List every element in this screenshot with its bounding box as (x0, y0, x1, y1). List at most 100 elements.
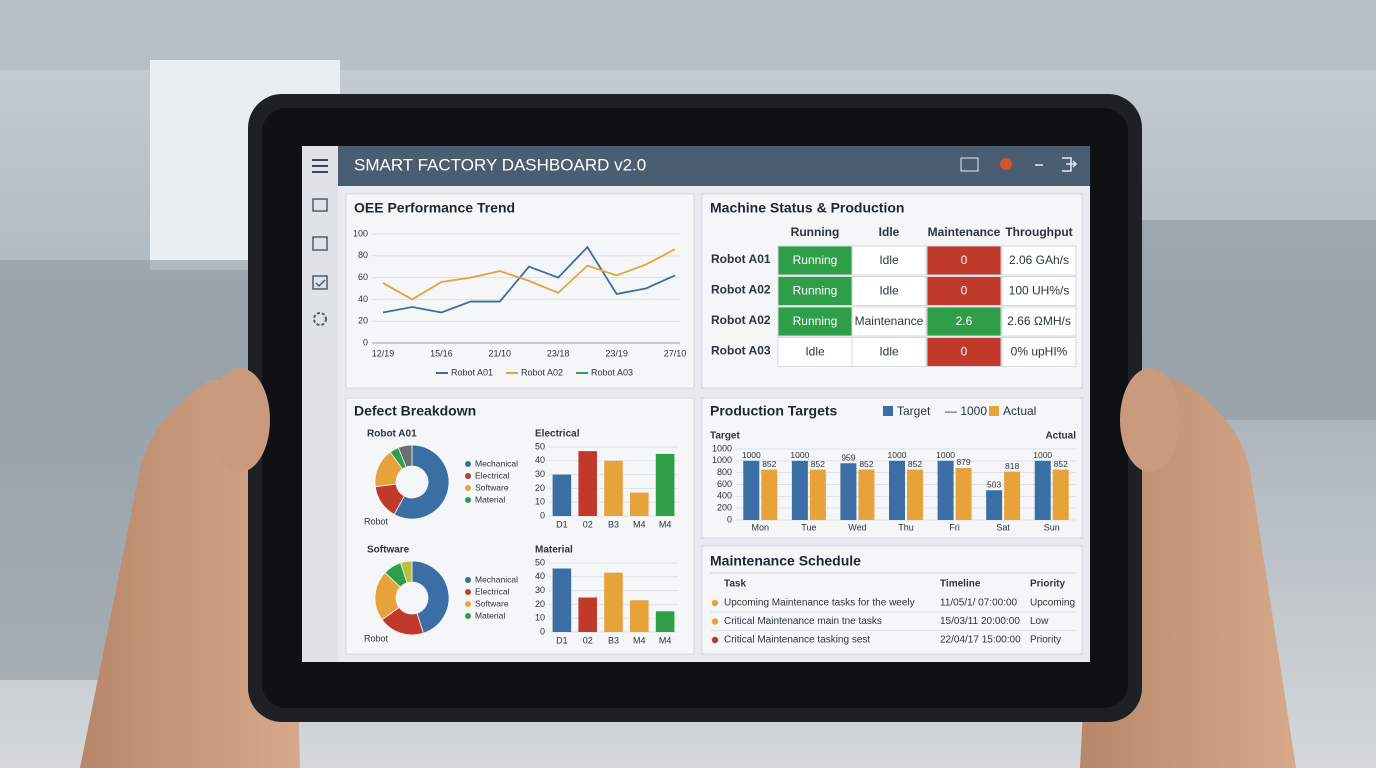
bar (809, 469, 826, 520)
legend-label: Actual (1003, 404, 1036, 418)
y-tick-label: 40 (535, 571, 545, 581)
x-tick-label: M4 (659, 635, 672, 645)
cell-text: 0 (961, 253, 968, 267)
cell-text: Idle (879, 345, 899, 359)
y-tick-label: 50 (535, 557, 545, 567)
value-label: 1000 (790, 450, 809, 460)
y-tick-label: 60 (358, 272, 368, 282)
nav-icon[interactable] (312, 198, 328, 212)
y-tick-label: 40 (358, 294, 368, 304)
status-cell (1001, 276, 1077, 306)
x-tick-label: 15/16 (430, 348, 453, 358)
line-series (382, 248, 676, 301)
chart-title: Software (367, 545, 410, 556)
value-label: 503 (987, 479, 1001, 489)
status-cell (851, 276, 927, 306)
panel-title: Maintenance Schedule (710, 553, 861, 569)
x-tick-label: 23/19 (605, 348, 628, 358)
legend-swatch (465, 497, 471, 503)
row-label: Robot A03 (711, 344, 771, 358)
value-label: 818 (1005, 461, 1019, 471)
task: Critical Maintenance main tne tasks (724, 616, 882, 627)
x-tick-label: Wed (848, 522, 866, 532)
logout-icon[interactable] (1062, 157, 1078, 172)
status-cell (777, 337, 853, 367)
x-tick-label: Sat (996, 522, 1010, 532)
status-icon[interactable] (1000, 158, 1012, 170)
column-header: Running (791, 225, 840, 239)
bar (858, 469, 875, 520)
priority-dot (711, 599, 719, 607)
status-cell (777, 245, 853, 276)
x-tick-label: Sun (1044, 522, 1060, 532)
status-cell (926, 306, 1002, 337)
status-cell (1001, 337, 1077, 367)
x-tick-label: M4 (659, 519, 672, 529)
status-cell (851, 245, 927, 276)
timeline: 11/05/1/ 07:00:00 (940, 598, 1018, 609)
x-tick-label: Thu (898, 522, 914, 532)
nav-icon[interactable] (313, 312, 327, 326)
row-label: Robot A01 (711, 252, 771, 266)
right-thumb (1120, 368, 1180, 472)
chart-title: Electrical (535, 429, 580, 440)
cell-text: 0 (961, 345, 968, 359)
x-tick-label: 12/19 (372, 348, 395, 358)
menu-icon (312, 159, 328, 173)
nav-icon[interactable] (312, 275, 328, 290)
value-label: 959 (841, 453, 855, 463)
column-header: Task (724, 579, 746, 590)
panel-title: Defect Breakdown (354, 403, 476, 419)
legend-label: Material (475, 610, 505, 620)
axis-label: Target (710, 431, 740, 442)
row-label: Robot A02 (711, 313, 771, 327)
y-tick-label: 0 (363, 337, 368, 347)
value-label: 1000 (936, 450, 955, 460)
cell-text: 2.6 (956, 314, 973, 328)
cell-text: Idle (805, 345, 825, 359)
legend-swatch (465, 485, 471, 491)
chart-title: Production Targets (710, 403, 838, 419)
bar (552, 474, 572, 516)
y-tick-label: 800 (717, 467, 732, 477)
export-icon[interactable] (960, 157, 979, 172)
bar (578, 451, 597, 516)
cell-text: 0% upHI% (1011, 345, 1068, 359)
column-header: Throughput (1005, 225, 1072, 239)
cell-text: Idle (879, 253, 899, 267)
column-header: Timeline (940, 579, 981, 590)
left-thumb (210, 368, 270, 472)
bar (791, 460, 808, 520)
cell-text: Running (793, 253, 838, 267)
y-tick-label: 30 (535, 469, 545, 479)
bar (840, 463, 857, 520)
priority: Priority (1030, 635, 1061, 646)
header-title: SMART FACTORY DASHBOARD v2.0 (354, 155, 646, 174)
sidebar (302, 186, 338, 662)
nav-icon[interactable] (312, 236, 328, 251)
cell-text: 0 (961, 284, 968, 298)
cell-text: 100 UH%/s (1009, 284, 1070, 298)
bar (552, 568, 572, 632)
x-tick-label: B3 (608, 519, 619, 529)
x-tick-label: B3 (608, 635, 619, 645)
donut-slice (393, 444, 450, 520)
legend-label: Robot A03 (591, 367, 633, 377)
cell-text: Running (793, 284, 838, 298)
row-label: Robot A02 (711, 283, 771, 297)
chart-title: Material (535, 545, 573, 556)
line-series (382, 245, 676, 314)
x-tick-label: 21/10 (489, 348, 512, 358)
x-tick-label: D1 (556, 519, 568, 529)
value-label: 879 (956, 457, 970, 467)
value-label: 1000 (888, 450, 907, 460)
legend-swatch (465, 601, 471, 607)
column-header: Priority (1030, 579, 1065, 590)
donut-slice (411, 560, 450, 634)
legend-label: Software (475, 482, 509, 492)
status-cell (851, 306, 927, 337)
x-tick-label: Tue (801, 522, 816, 532)
legend-label: Target (897, 404, 931, 418)
bar (655, 611, 675, 632)
legend-swatch (989, 406, 999, 416)
